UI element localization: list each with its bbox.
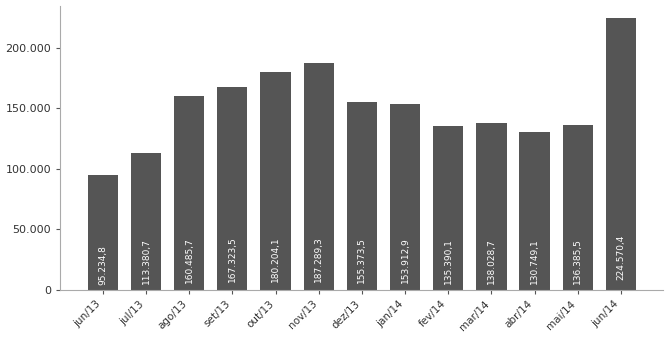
Bar (260, 72, 290, 290)
Bar (476, 123, 506, 290)
Text: 135.390,1: 135.390,1 (444, 238, 453, 284)
Bar (433, 126, 464, 290)
Text: 153.912,9: 153.912,9 (401, 237, 409, 283)
Bar (347, 102, 377, 290)
Text: 180.204,1: 180.204,1 (271, 236, 280, 282)
Bar (390, 104, 420, 290)
Bar (563, 125, 593, 290)
Bar (174, 96, 204, 290)
Bar (88, 174, 118, 290)
Text: 155.373,5: 155.373,5 (357, 237, 367, 283)
Text: 95.234,8: 95.234,8 (98, 245, 107, 285)
Text: 160.485,7: 160.485,7 (185, 237, 194, 283)
Text: 167.323,5: 167.323,5 (228, 237, 237, 283)
Text: 130.749,1: 130.749,1 (530, 238, 539, 284)
Bar (519, 131, 550, 290)
Text: 138.028,7: 138.028,7 (487, 238, 496, 284)
Text: 113.380,7: 113.380,7 (142, 239, 151, 284)
Bar (217, 88, 248, 290)
Text: 187.289,3: 187.289,3 (314, 236, 323, 282)
Bar (606, 18, 636, 290)
Bar (131, 153, 161, 290)
Bar (304, 63, 334, 290)
Text: 224.570,4: 224.570,4 (616, 235, 626, 281)
Text: 136.385,5: 136.385,5 (573, 238, 582, 284)
